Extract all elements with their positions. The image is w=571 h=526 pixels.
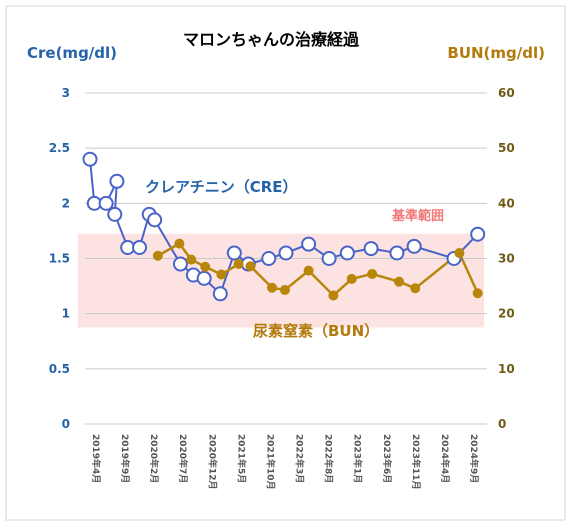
- bun-point: [152, 250, 163, 261]
- bun-series-label: 尿素窒素（BUN）: [253, 322, 379, 340]
- cre-point: [109, 173, 125, 189]
- left-tick-label: 2: [62, 196, 70, 210]
- x-tick-label: 2022年8月: [323, 434, 335, 483]
- x-tick-label: 2021年5月: [235, 434, 247, 483]
- right-axis-title: BUN(mg/dl): [447, 44, 545, 62]
- x-tick-label: 2023年6月: [381, 434, 393, 483]
- bun-point: [410, 283, 421, 294]
- x-tick-label: 2021年10月: [264, 434, 276, 490]
- bun-point: [328, 290, 339, 301]
- cre-series-label: クレアチニン（CRE）: [145, 178, 298, 196]
- reference-range-label: 基準範囲: [391, 208, 444, 224]
- right-tick-label: 30: [498, 252, 515, 266]
- cre-point: [363, 241, 379, 257]
- right-tick-label: 10: [498, 362, 515, 376]
- left-tick-label: 3: [62, 86, 70, 100]
- cre-point: [226, 245, 242, 261]
- cre-point: [98, 195, 114, 211]
- cre-point: [82, 151, 98, 167]
- cre-point: [470, 226, 486, 242]
- bun-point: [454, 247, 465, 258]
- cre-point: [278, 245, 294, 261]
- x-tick-label: 2024年4月: [439, 434, 451, 483]
- cre-point: [212, 286, 228, 302]
- bun-point: [303, 265, 314, 276]
- x-axis-ticks: 2019年4月 2019年9月 2020年2月 2020年7月 2020年12月 2021…: [90, 434, 480, 490]
- bun-point: [233, 259, 244, 270]
- x-tick-label: 2020年7月: [177, 434, 189, 483]
- cre-point: [147, 212, 163, 228]
- right-tick-label: 20: [498, 307, 515, 321]
- bun-point: [279, 284, 290, 295]
- right-tick-label: 50: [498, 141, 515, 155]
- x-tick-label: 2022年3月: [294, 434, 306, 483]
- x-tick-label: 2019年9月: [119, 434, 131, 483]
- bun-point: [367, 268, 378, 279]
- bun-point: [174, 238, 185, 249]
- right-tick-label: 60: [498, 86, 515, 100]
- bun-point: [394, 276, 405, 287]
- left-axis-title: Cre(mg/dl): [27, 44, 117, 62]
- cre-point: [301, 236, 317, 252]
- x-tick-label: 2020年2月: [148, 434, 160, 483]
- chart-title: マロンちゃんの治療経過: [183, 30, 360, 49]
- cre-point: [321, 251, 337, 266]
- cre-point: [339, 245, 355, 261]
- cre-point: [196, 270, 212, 286]
- cre-point: [406, 238, 422, 254]
- right-tick-label: 0: [498, 417, 506, 431]
- x-tick-label: 2024年9月: [468, 434, 480, 483]
- left-tick-label: 1: [62, 307, 70, 321]
- cre-point: [107, 206, 123, 222]
- gridlines: [85, 92, 487, 425]
- x-tick-label: 2020年12月: [206, 434, 218, 490]
- x-tick-label: 2019年4月: [90, 434, 102, 483]
- right-axis-ticks: 0 10 20 30 40 50 60: [498, 86, 515, 431]
- right-tick-label: 40: [498, 196, 515, 210]
- bun-point: [186, 254, 197, 265]
- left-tick-label: 0: [62, 417, 70, 431]
- left-tick-label: 2.5: [49, 141, 70, 155]
- cre-point: [172, 256, 188, 272]
- cre-points: [82, 151, 486, 302]
- left-tick-label: 0.5: [49, 362, 70, 376]
- cre-point: [389, 245, 405, 261]
- x-tick-label: 2023年11月: [410, 434, 422, 490]
- left-tick-label: 1.5: [49, 252, 70, 266]
- cre-point: [261, 251, 277, 266]
- bun-point: [200, 261, 211, 272]
- bun-point: [267, 282, 277, 293]
- left-axis-ticks: 0 0.5 1 1.5 2 2.5 3: [49, 86, 70, 431]
- bun-points: [152, 238, 483, 301]
- x-tick-label: 2023年1月: [352, 434, 364, 483]
- cre-point: [132, 239, 148, 255]
- bun-point: [346, 273, 357, 284]
- bun-point: [472, 288, 483, 299]
- bun-point: [245, 261, 256, 272]
- bun-point: [216, 269, 227, 280]
